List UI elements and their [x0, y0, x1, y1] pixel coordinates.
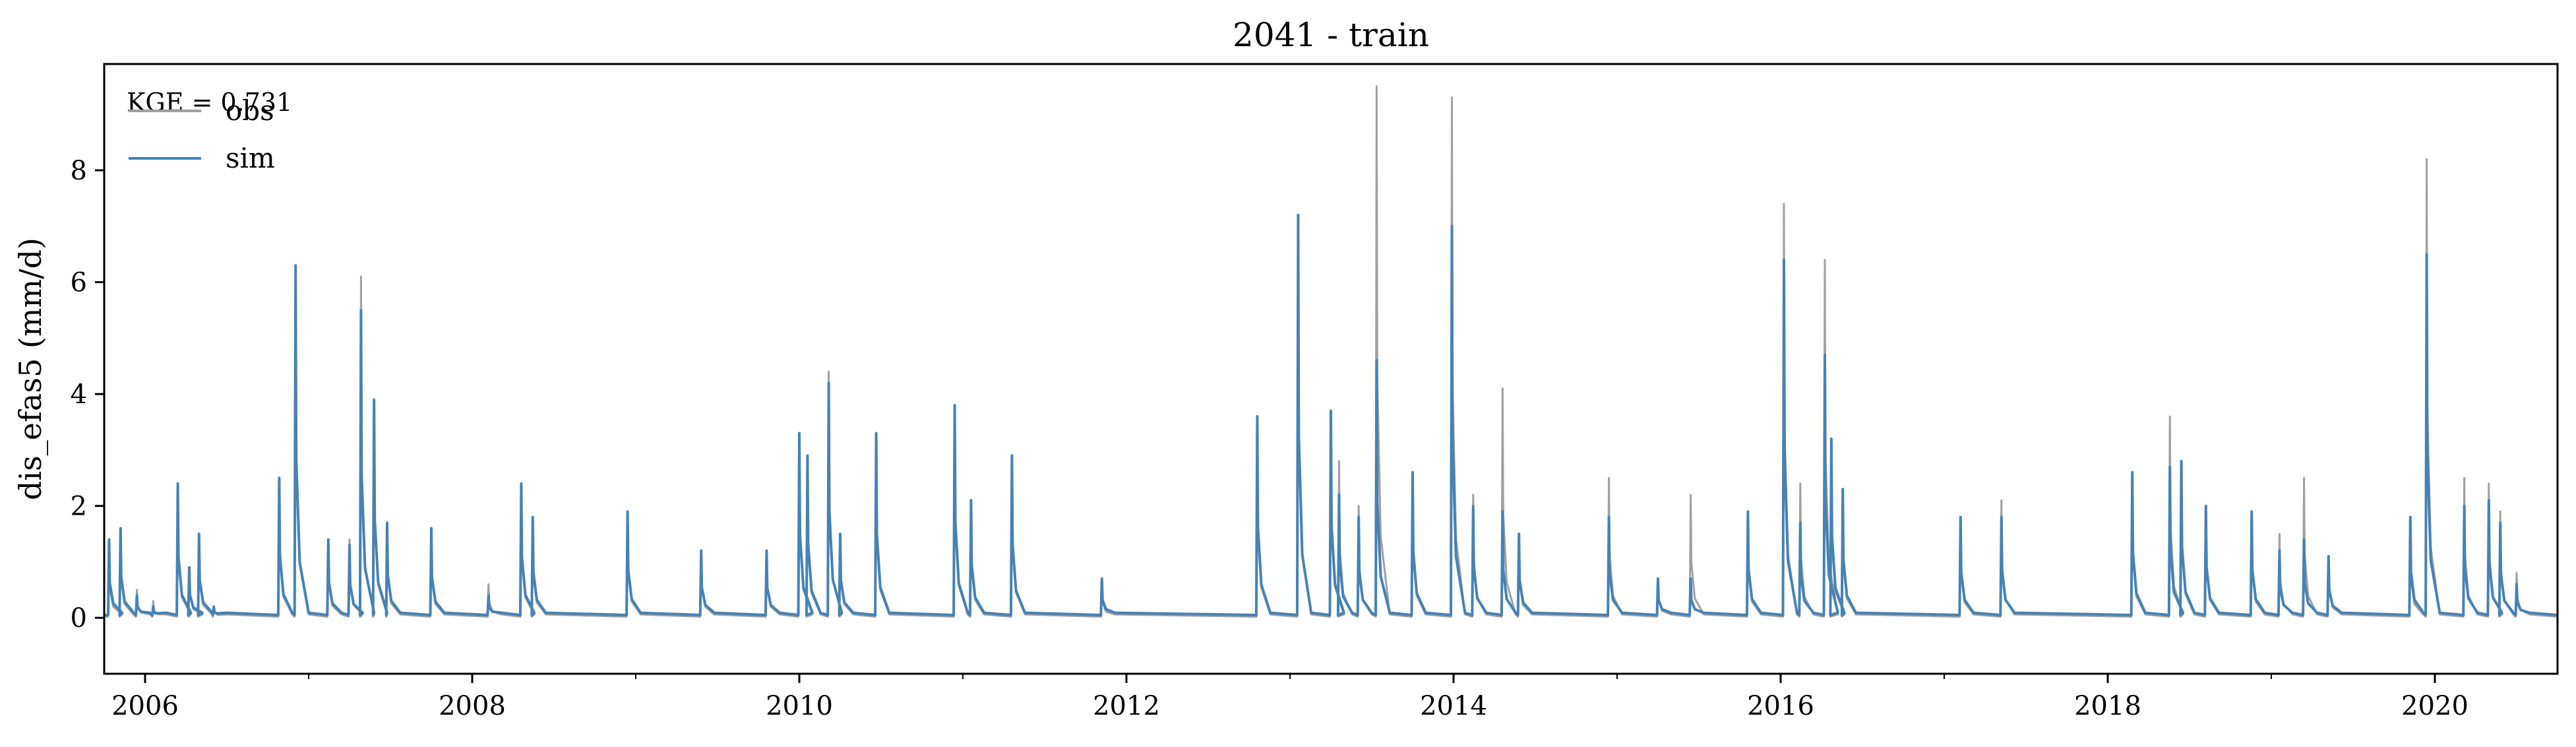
series-line-sim: [104, 213, 2558, 616]
x-tick-label: 2018: [2074, 691, 2141, 721]
y-tick-label: 2: [71, 492, 87, 522]
legend-obs-label: obs: [226, 94, 274, 127]
legend-sim-label: sim: [226, 142, 275, 174]
y-tick-label: 6: [71, 268, 87, 298]
x-tick-label: 2014: [1420, 691, 1487, 721]
legend: obs sim: [129, 94, 275, 174]
x-tick-label: 2016: [1747, 691, 1814, 721]
plot-frame: [103, 63, 2559, 675]
y-axis-label: dis_efas5 (mm/d): [13, 238, 48, 500]
x-tick-label: 2012: [1093, 691, 1160, 721]
series-layer: [104, 85, 2558, 618]
x-tick-label: 2010: [766, 691, 833, 721]
chart-title: 2041 - train: [1233, 16, 1429, 54]
x-tick-label: 2006: [111, 691, 179, 721]
x-tick-label: 2008: [439, 691, 506, 721]
y-tick-label: 0: [71, 603, 87, 633]
y-tick-label: 8: [71, 156, 87, 186]
y-tick-label: 4: [71, 379, 87, 410]
x-tick-label: 2020: [2401, 691, 2469, 721]
axis-layer: 2006 2008 2010 2012 2014 2016 2018 2020 0 2 4 6 8: [71, 156, 2469, 721]
